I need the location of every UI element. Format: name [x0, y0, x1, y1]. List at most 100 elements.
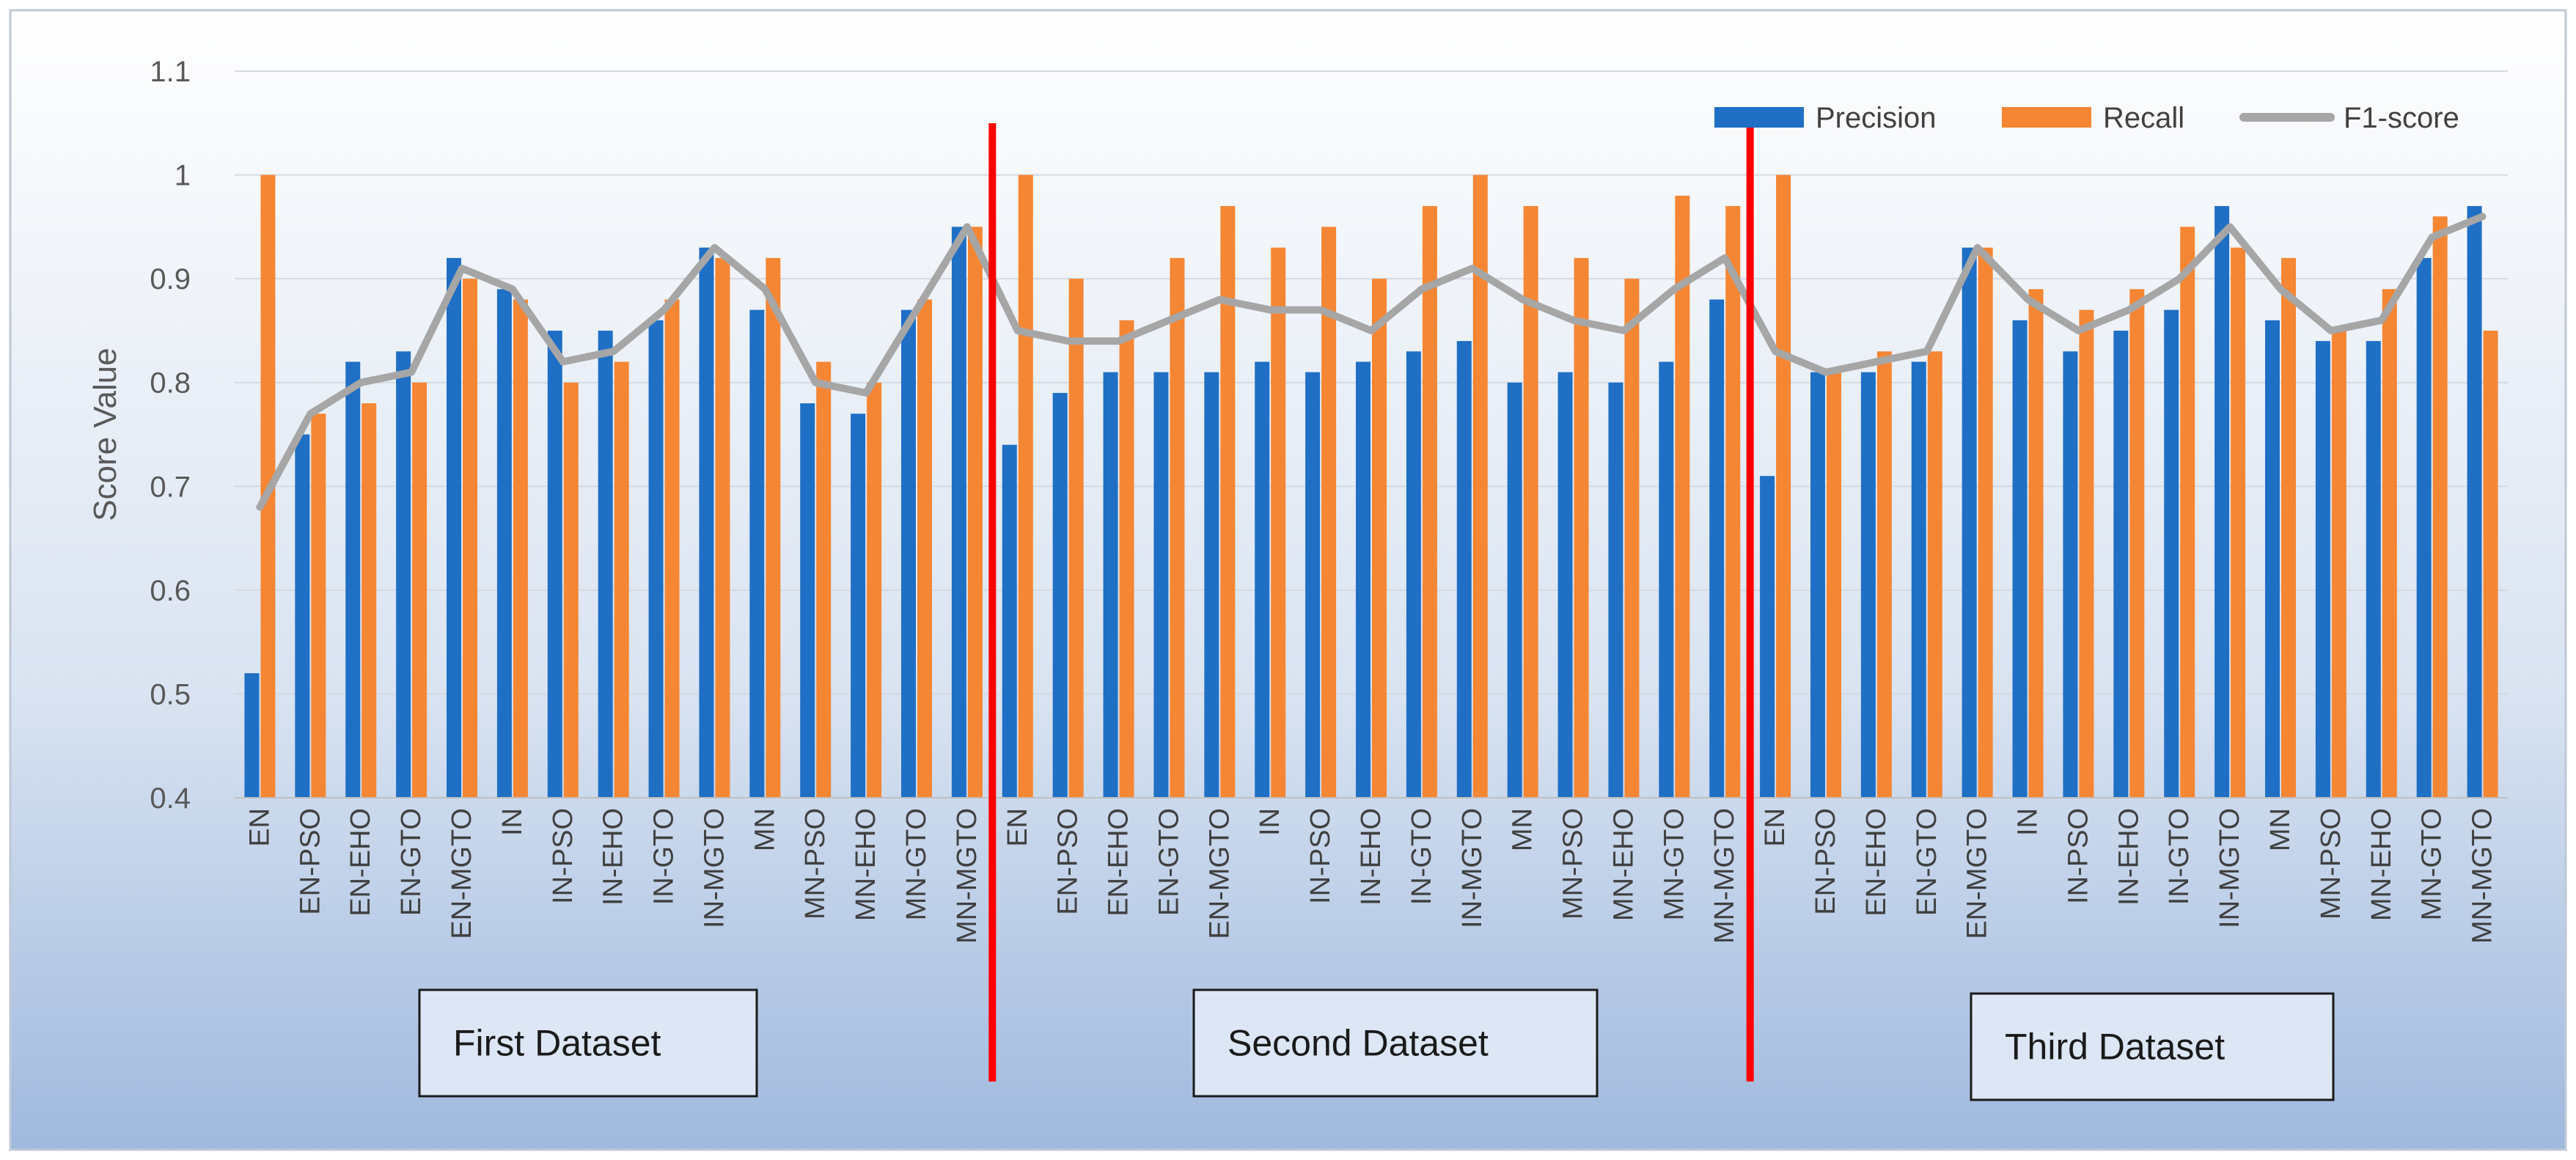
x-tick-label: IN	[497, 808, 528, 836]
f1-point	[511, 288, 513, 290]
f1-point	[1724, 257, 1726, 259]
recall-bar	[2432, 216, 2448, 798]
precision-bar	[1356, 361, 1370, 798]
precision-bar	[1406, 351, 1421, 798]
dataset-label: Second Dataset	[1228, 1023, 1489, 1064]
x-tick-label: EN-EHO	[1861, 808, 1892, 917]
precision-bar	[345, 361, 361, 798]
recall-bar	[463, 279, 477, 799]
f1-point	[360, 381, 362, 383]
f1-point	[1118, 340, 1120, 342]
f1-point	[2330, 329, 2332, 331]
f1-point	[764, 288, 766, 290]
precision-bar	[2113, 330, 2129, 798]
x-tick-label: MN-MGTO	[1709, 808, 1740, 944]
f1-point	[1875, 361, 1877, 363]
recall-bar	[2231, 247, 2246, 799]
recall-bar	[311, 414, 326, 798]
x-tick-label: MN	[1508, 808, 1538, 851]
x-tick-label: EN-GTO	[1912, 808, 1942, 916]
dataset-labels: First Dataset Second Dataset Third Dataset	[418, 988, 2335, 1101]
recall-bar	[1068, 279, 1084, 799]
precision-bar	[496, 289, 512, 798]
x-tick-label: EN-EHO	[1104, 808, 1134, 917]
f1-point	[2027, 298, 2029, 301]
f1-point	[309, 413, 312, 415]
recall-bar	[664, 299, 680, 798]
f1-point	[1219, 298, 1221, 301]
x-tick-label: IN-MGTO	[2214, 808, 2245, 928]
f1-point	[1016, 329, 1019, 331]
recall-bar	[563, 382, 579, 798]
recall-bar	[1624, 279, 1640, 799]
recall-bar	[917, 299, 932, 798]
legend-label-recall: Recall	[2103, 102, 2184, 134]
legend-label-precision: Precision	[1816, 102, 1937, 134]
f1-point	[1370, 329, 1372, 331]
precision-bar	[295, 434, 310, 798]
f1-point	[663, 309, 665, 311]
x-tick-label: IN-GTO	[649, 808, 680, 905]
f1-point	[2179, 278, 2181, 280]
x-tick-label: MN-EHO	[851, 808, 881, 921]
recall-bar	[1170, 257, 1185, 798]
precision-bar	[1557, 372, 1573, 798]
x-tick-label: IN-PSO	[1305, 808, 1336, 904]
precision-bar	[1760, 476, 1775, 798]
x-tick-label: MN-PSO	[1558, 808, 1589, 919]
x-tick-label: MN-GTO	[2417, 808, 2448, 920]
f1-line	[256, 213, 2487, 511]
precision-bar	[2366, 341, 2381, 799]
f1-point	[916, 309, 917, 311]
precision-bar	[901, 309, 916, 799]
f1-point	[1420, 288, 1423, 290]
precision-bar	[1709, 299, 1725, 798]
f1-point	[612, 350, 614, 353]
f1-point	[2280, 288, 2281, 290]
x-tick-label: EN-MGTO	[1204, 808, 1235, 939]
x-tick-label: IN-MGTO	[699, 808, 730, 928]
recall-bar	[2129, 289, 2145, 798]
f1-point	[713, 246, 716, 249]
f1-point	[1320, 309, 1322, 311]
precision-bar	[951, 227, 966, 798]
f1-point	[1673, 288, 1676, 290]
precision-bar	[1255, 361, 1270, 798]
recall-bar	[2079, 309, 2094, 799]
x-tick-label: IN-PSO	[548, 808, 579, 904]
x-tick-label: MN-PSO	[2316, 808, 2346, 919]
precision-bar	[1153, 372, 1169, 798]
recall-bar	[1675, 195, 1690, 798]
x-tick-label: EN-PSO	[1810, 808, 1841, 915]
f1-point	[562, 361, 564, 363]
precision-bar	[2265, 320, 2280, 798]
recall-bar	[1372, 279, 1387, 799]
f1-point	[966, 226, 968, 228]
recall-bar	[1220, 206, 1236, 798]
x-tick-label: MN	[2265, 808, 2296, 851]
dataset-box	[1970, 992, 2335, 1101]
y-tick-label: 0.9	[150, 263, 191, 295]
x-tick-label: IN-GTO	[1406, 808, 1437, 905]
recall-bar	[1574, 257, 1589, 798]
recall-bar	[766, 257, 781, 798]
precision-bar	[2164, 309, 2179, 799]
x-tick-label: EN	[1002, 808, 1033, 847]
precision-bar	[1002, 444, 1017, 798]
x-tick-label: IN-EHO	[598, 808, 629, 906]
f1-point	[411, 371, 413, 373]
recall-bar	[1827, 372, 1841, 798]
legend-swatch-recall	[2002, 107, 2091, 128]
x-tick-label: MN-PSO	[800, 808, 831, 919]
legend-label-f1: F1-score	[2344, 102, 2459, 134]
precision-bar	[2214, 206, 2230, 798]
legend: Precision Recall F1-score	[1714, 102, 2459, 134]
dataset-box	[1192, 988, 1599, 1098]
recall-bar	[1927, 351, 1942, 798]
x-tick-label: EN-MGTO	[1962, 808, 1993, 939]
recall-bar	[1776, 175, 1791, 799]
precision-bar	[2416, 257, 2432, 798]
f1-point	[1623, 329, 1625, 331]
f1-point	[1522, 298, 1524, 301]
